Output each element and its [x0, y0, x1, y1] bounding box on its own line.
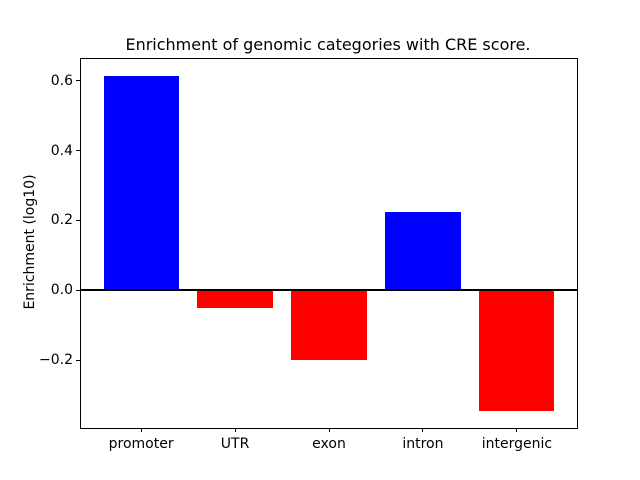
- y-tick-label-0.0: 0.0: [50, 282, 73, 299]
- bar-intron: [385, 212, 461, 291]
- bar-intergenic: [479, 290, 555, 412]
- y-tick-label-−0.2: −0.2: [39, 352, 73, 369]
- x-tick-label-exon: exon: [312, 436, 346, 452]
- bar-promoter: [103, 75, 179, 291]
- y-tick-mark-0.0: [76, 289, 80, 291]
- x-tick-label-intergenic: intergenic: [481, 436, 553, 452]
- y-tick-mark-0.6: [76, 80, 80, 82]
- x-tick-label-intron: intron: [402, 436, 444, 452]
- x-tick-mark-UTR: [234, 428, 236, 432]
- bar-exon: [291, 290, 367, 361]
- x-tick-label-UTR: UTR: [220, 436, 250, 452]
- x-tick-mark-intron: [422, 428, 424, 432]
- x-tick-mark-exon: [328, 428, 330, 432]
- x-tick-mark-intergenic: [516, 428, 518, 432]
- plot-area: 0.6 0.4 0.2 0.0 −0.2 promoter UTR exon intron int…: [39, 58, 578, 452]
- y-tick-label-0.4: 0.4: [50, 142, 73, 159]
- x-tick-label-promoter: promoter: [108, 436, 174, 452]
- y-tick-label-0.6: 0.6: [50, 72, 73, 89]
- x-tick-mark-promoter: [140, 428, 142, 432]
- y-tick-mark-0.4: [76, 150, 80, 152]
- y-tick-mark-−0.2: [76, 359, 80, 361]
- y-tick-label-0.2: 0.2: [50, 212, 73, 229]
- zero-line: [81, 289, 577, 292]
- y-tick-mark-0.2: [76, 219, 80, 221]
- bar-UTR: [197, 290, 273, 309]
- chart-title: Enrichment of genomic categories with CR…: [125, 35, 531, 54]
